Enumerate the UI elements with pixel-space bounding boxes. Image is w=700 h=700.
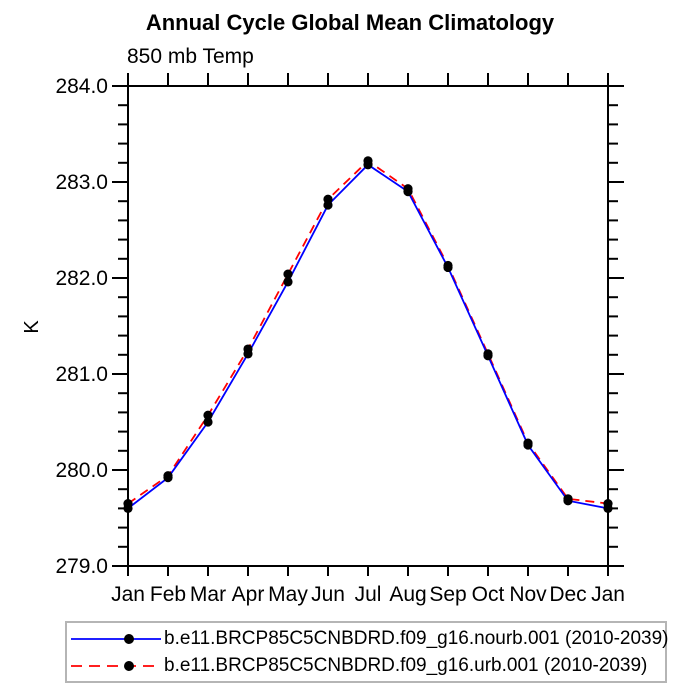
legend-label-urb: b.e11.BRCP85C5CNBDRD.f09_g16.urb.001 (20… (164, 654, 648, 676)
data-point-marker (523, 438, 533, 448)
x-tick-label: Apr (232, 583, 265, 606)
data-point-marker (203, 417, 213, 427)
data-point-marker (483, 349, 493, 359)
legend-item-nourb: b.e11.BRCP85C5CNBDRD.f09_g16.nourb.001 (… (67, 625, 669, 652)
legend-item-urb: b.e11.BRCP85C5CNBDRD.f09_g16.urb.001 (20… (67, 652, 665, 679)
chart-title: Annual Cycle Global Mean Climatology (145, 10, 555, 35)
data-point-marker (283, 269, 293, 279)
chart-subtitle: 850 mb Temp (127, 45, 254, 68)
data-point-marker (163, 471, 173, 481)
x-tick-label: Jun (311, 583, 345, 606)
data-point-marker (203, 410, 213, 420)
data-point-marker (403, 184, 413, 194)
legend-dashed-line-icon (71, 660, 161, 671)
x-tick-label: May (268, 583, 308, 606)
series-line-1 (127, 159, 609, 505)
data-point-marker (443, 260, 453, 271)
x-tick-label: Mar (190, 583, 226, 606)
legend: b.e11.BRCP85C5CNBDRD.f09_g16.nourb.001 (… (65, 621, 669, 683)
x-tick-label: Jul (355, 583, 382, 606)
y-tick-label: 282.0 (55, 267, 108, 290)
data-point-marker (563, 494, 573, 504)
data-point-marker (243, 344, 253, 354)
y-axis-label: K (21, 320, 43, 334)
legend-marker-icon (124, 660, 134, 671)
x-tick-label: Dec (549, 583, 586, 606)
x-tick-label: Oct (472, 583, 505, 606)
data-point-marker (603, 499, 613, 509)
x-tick-label: Jan (591, 583, 625, 606)
x-tick-label: Jan (111, 583, 145, 606)
x-tick-label: Aug (389, 583, 426, 606)
x-tick-label: Sep (429, 583, 466, 606)
legend-solid-line-icon (71, 633, 161, 644)
data-point-marker (123, 499, 133, 509)
legend-marker-icon (124, 633, 134, 644)
series-line-0 (127, 163, 609, 510)
x-tick-label: Nov (509, 583, 547, 606)
y-tick-label: 281.0 (55, 363, 108, 386)
y-tick-label: 283.0 (55, 171, 108, 194)
data-point-marker (363, 156, 373, 166)
legend-label-nourb: b.e11.BRCP85C5CNBDRD.f09_g16.nourb.001 (… (164, 627, 669, 649)
data-point-marker (323, 194, 333, 204)
y-tick-label: 279.0 (55, 555, 108, 578)
x-tick-label: Feb (150, 583, 186, 606)
y-tick-label: 280.0 (55, 459, 108, 482)
y-tick-label: 284.0 (55, 75, 108, 98)
data-point-marker (283, 277, 293, 287)
